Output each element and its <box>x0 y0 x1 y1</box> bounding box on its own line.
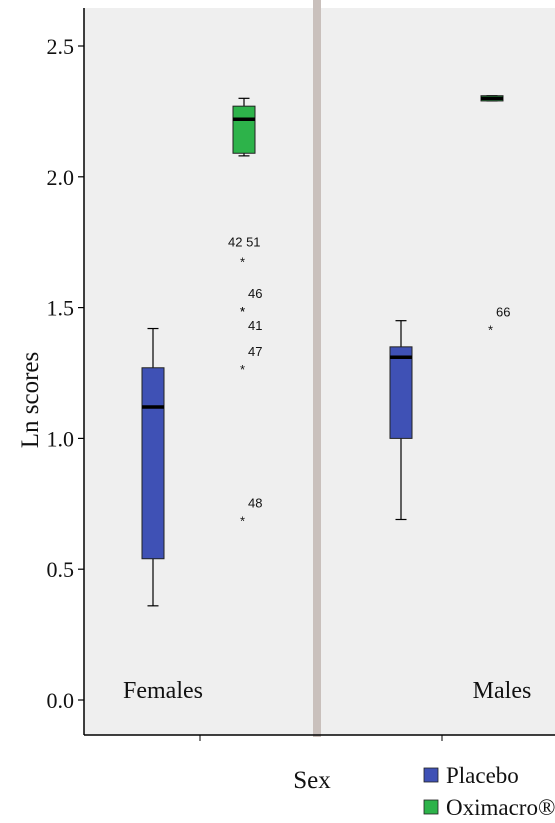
outlier-case-label: 48 <box>248 495 262 510</box>
box-placebo-males <box>389 320 413 521</box>
panel-males-background <box>321 8 555 735</box>
y-tick-label: 2.0 <box>47 165 75 190</box>
outlier-case-label: 41 <box>248 318 262 333</box>
outlier-case-label: 42 51 <box>228 235 261 250</box>
y-tick-label: 1.0 <box>47 426 75 451</box>
box-iqr <box>232 105 256 154</box>
outlier-case-label: 66 <box>496 305 510 320</box>
legend-label-oximacro: Oximacro® <box>446 795 555 820</box>
panel-females-background <box>84 8 313 735</box>
box-series <box>141 95 504 607</box>
legend-label-placebo: Placebo <box>446 763 519 788</box>
box-iqr <box>389 346 413 439</box>
y-tick-label: 2.5 <box>47 34 75 59</box>
outlier-marker: *47 <box>240 344 262 377</box>
outlier-markers: *42 51*46*41*47*48*66 <box>228 235 510 529</box>
outlier-asterisk: * <box>488 323 493 338</box>
outlier-marker: *41 <box>240 304 262 333</box>
box-oximacro-females <box>232 97 256 157</box>
panel-label-females: Females <box>123 678 203 704</box>
outlier-marker: * 42 51 <box>228 235 261 270</box>
y-tick-label: 0.0 <box>47 688 75 713</box>
outlier-asterisk: * <box>240 304 245 319</box>
legend-swatch-placebo <box>423 767 439 783</box>
outlier-asterisk: * <box>240 362 245 377</box>
outlier-case-label: 46 <box>248 286 262 301</box>
legend-swatch-oximacro <box>423 799 439 815</box>
outlier-marker: *66 <box>488 305 510 338</box>
legend: Placebo Oximacro® <box>423 763 555 820</box>
panel-divider <box>313 0 321 737</box>
box-placebo-females <box>141 327 165 607</box>
x-axis-title: Sex <box>293 767 331 794</box>
outlier-case-label: 47 <box>248 344 262 359</box>
y-axis-ticks: 0.0 0.5 1.0 1.5 2.0 2.5 <box>47 34 84 713</box>
outlier-asterisk: * <box>240 513 245 528</box>
outlier-asterisk: * <box>240 255 245 270</box>
panel-label-males: Males <box>473 678 532 704</box>
y-tick-label: 0.5 <box>47 557 75 582</box>
outlier-marker: *46 <box>240 286 262 319</box>
y-tick-label: 1.5 <box>47 296 75 321</box>
box-iqr <box>141 367 165 560</box>
outlier-marker: *48 <box>240 495 262 528</box>
outlier-asterisk: * <box>240 304 245 319</box>
box-oximacro-males <box>480 95 504 102</box>
y-axis-title: Ln scores <box>17 352 44 449</box>
